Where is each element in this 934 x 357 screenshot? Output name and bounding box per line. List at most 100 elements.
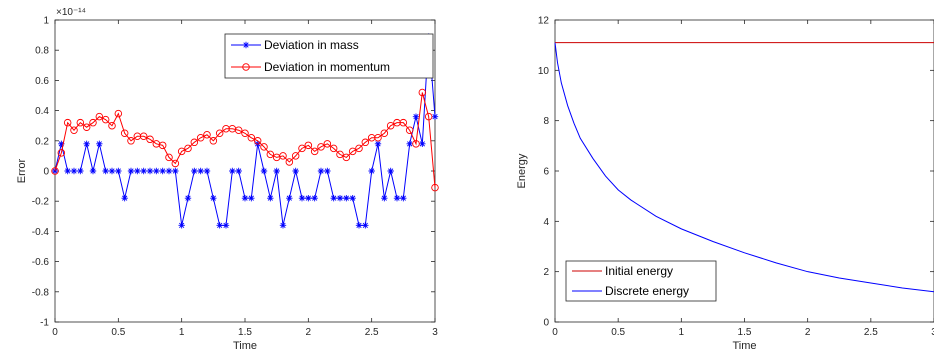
y-tick-label: 0.6 [35, 76, 49, 87]
data-point-asterisk [115, 167, 122, 175]
data-point-circle [114, 109, 123, 118]
data-point-circle [266, 150, 275, 159]
data-point-circle [348, 147, 357, 156]
data-point-circle [209, 137, 218, 145]
data-point-circle [431, 183, 439, 192]
data-point-circle [51, 167, 59, 175]
data-point-asterisk [77, 167, 84, 175]
data-point-asterisk [108, 167, 116, 175]
x-tick-label: 1.5 [238, 327, 252, 338]
data-point-asterisk [349, 194, 356, 202]
data-point-circle [95, 112, 104, 121]
y-tick-label: -0.2 [32, 197, 50, 208]
data-point-circle [279, 152, 287, 160]
data-point-circle [101, 115, 110, 124]
data-point-circle [380, 129, 389, 137]
data-point-asterisk [165, 167, 173, 175]
y-axis-label: Energy [516, 153, 528, 188]
legend-marker [242, 41, 250, 49]
data-point-asterisk [381, 194, 388, 202]
data-point-circle [361, 138, 370, 147]
x-tick-label: 0 [52, 327, 58, 338]
y-tick-label: 0.4 [35, 106, 49, 117]
y-tick-label: 4 [543, 217, 549, 228]
data-point-asterisk [178, 222, 185, 229]
data-point-circle [253, 137, 262, 145]
data-point-circle [165, 153, 173, 162]
y-tick-label: 0 [543, 318, 549, 329]
data-point-circle [139, 132, 148, 141]
data-point-asterisk [374, 140, 382, 148]
legend-box [224, 33, 434, 79]
data-point-circle [424, 112, 433, 121]
data-point-circle [89, 118, 97, 127]
y-tick-label: 8 [543, 116, 549, 127]
data-point-asterisk [235, 167, 242, 175]
y-tick-label: 0 [43, 167, 49, 178]
data-point-asterisk [260, 167, 268, 175]
series-line-1 [554, 42, 934, 293]
legend-box [565, 260, 717, 302]
y-tick-label: -0.6 [32, 257, 50, 268]
x-tick-label: 1.5 [738, 327, 752, 338]
data-point-asterisk [64, 167, 71, 175]
data-point-circle [405, 126, 414, 134]
legend-label: Initial energy [605, 264, 673, 278]
data-point-asterisk [311, 194, 318, 202]
y-axis-label: Error [16, 158, 28, 183]
x-tick-label: 0 [552, 327, 558, 338]
data-point-asterisk [279, 222, 287, 229]
data-point-asterisk [336, 194, 344, 202]
x-tick-label: 0.5 [611, 327, 625, 338]
data-point-asterisk [324, 167, 331, 175]
data-point-circle [70, 126, 78, 134]
data-point-asterisk [393, 194, 401, 202]
data-point-circle [336, 150, 344, 159]
data-point-asterisk [197, 167, 204, 175]
legend-label: Deviation in momentum [264, 60, 390, 74]
data-point-circle [120, 129, 129, 137]
data-point-circle [177, 147, 186, 156]
data-point-circle [63, 118, 72, 127]
data-point-circle [291, 152, 300, 160]
legend: Initial energy Discrete energy [565, 260, 717, 302]
data-point-circle [82, 123, 91, 131]
data-point-circle [196, 134, 205, 142]
x-axis-label: Time [732, 340, 756, 352]
y-tick-label: 6 [543, 167, 549, 178]
legend-marker [242, 63, 250, 71]
y-tick-label: 12 [538, 16, 550, 27]
data-point-asterisk [159, 167, 166, 175]
data-point-circle [203, 131, 211, 139]
data-point-circle [241, 129, 249, 137]
x-tick-label: 0.5 [111, 327, 125, 338]
x-tick-label: 1 [179, 327, 185, 338]
data-point-asterisk [222, 222, 230, 229]
energy-chart: 0 0.5 1 1.5 2 2.5 3 0 2 4 6 8 10 12 Time Energy Initial … [516, 16, 934, 352]
data-point-asterisk [343, 194, 350, 202]
data-point-asterisk [273, 167, 280, 175]
x-tick-label: 3 [432, 327, 438, 338]
data-point-asterisk [419, 140, 426, 148]
data-point-asterisk [368, 167, 375, 175]
data-point-circle [76, 118, 85, 127]
y-tick-label: -0.4 [32, 227, 50, 238]
legend-label: Deviation in mass [264, 38, 359, 52]
data-point-asterisk [102, 167, 109, 175]
data-point-circle [310, 147, 319, 156]
data-point-asterisk [203, 167, 211, 175]
data-point-circle [171, 159, 180, 168]
data-point-circle [355, 144, 363, 153]
data-point-asterisk [191, 167, 198, 175]
data-point-circle [57, 149, 66, 157]
data-point-circle [234, 126, 243, 134]
data-point-asterisk [317, 167, 325, 175]
legend: Deviation in mass Deviation in momentum [224, 33, 434, 79]
data-point-asterisk [216, 222, 223, 229]
data-point-circle [342, 153, 351, 162]
data-point-asterisk [406, 140, 413, 148]
data-point-asterisk [286, 194, 293, 202]
data-point-asterisk [127, 167, 135, 175]
data-point-asterisk [210, 194, 217, 202]
